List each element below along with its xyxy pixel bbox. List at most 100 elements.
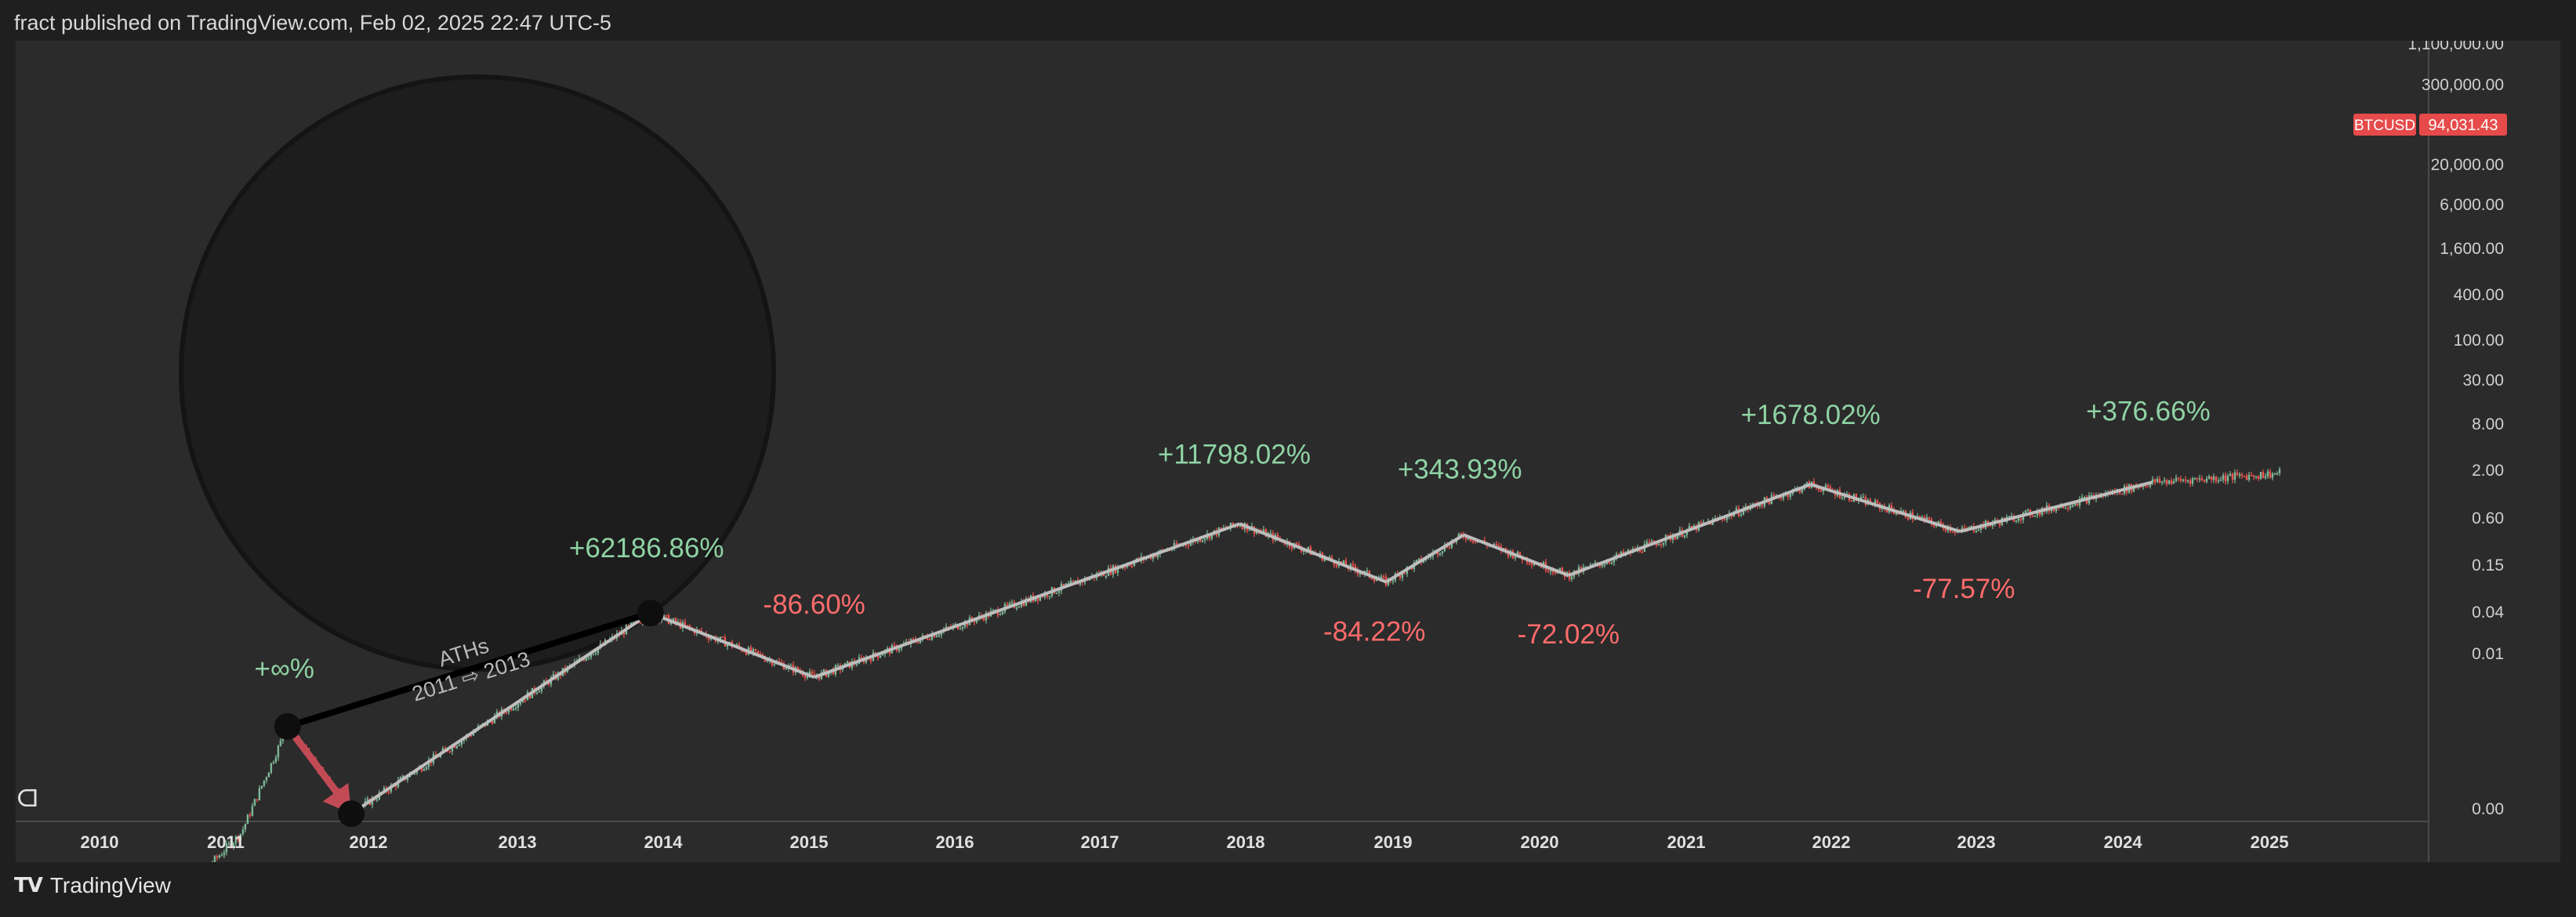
candle <box>2172 480 2175 484</box>
candle <box>2153 479 2157 483</box>
candle <box>2121 493 2124 495</box>
candle <box>2219 479 2222 481</box>
time-tick-label: 2011 <box>207 832 245 852</box>
candle <box>1269 532 1272 535</box>
candle <box>721 636 724 638</box>
candle <box>2073 503 2077 506</box>
candle <box>260 785 263 788</box>
candle <box>973 620 976 622</box>
time-tick-label: 2018 <box>1227 832 1265 852</box>
time-tick-label: 2017 <box>1081 832 1119 852</box>
tradingview-logo-icon[interactable]: TV <box>14 874 43 897</box>
candle <box>592 654 595 656</box>
candle <box>686 625 689 627</box>
candle <box>2208 476 2211 479</box>
footer: TV TradingView <box>14 873 171 898</box>
candle <box>2156 478 2159 483</box>
candle <box>1939 521 1943 525</box>
candle <box>265 777 268 781</box>
time-tick-label: 2025 <box>2251 832 2289 852</box>
candle <box>2191 478 2194 484</box>
candle <box>279 740 282 746</box>
candle <box>2015 520 2018 522</box>
candle <box>2031 516 2034 517</box>
candle <box>1655 542 1658 546</box>
time-tick-label: 2010 <box>81 832 119 852</box>
candle <box>1359 573 1362 575</box>
candle <box>1399 574 1402 578</box>
cycle-segment <box>350 611 651 815</box>
candle <box>1620 551 1623 556</box>
brand-name[interactable]: TradingView <box>49 873 171 897</box>
candle <box>448 751 452 753</box>
time-axis[interactable]: 2010 2011 2012 2013 2014 2015 2016 2017 2018 2019… <box>81 832 2289 852</box>
candle <box>2271 473 2274 478</box>
candle <box>1514 556 1517 559</box>
candle <box>961 627 964 629</box>
price-axis[interactable]: 1,100,000.00300,000.0080,000.0020,000.00… <box>2407 35 2504 818</box>
candle <box>2186 480 2190 482</box>
candle <box>258 788 261 800</box>
candle <box>225 843 228 853</box>
candle <box>2083 497 2086 498</box>
candle <box>1415 560 1418 563</box>
candle <box>2182 479 2185 481</box>
change-label: +∞% <box>255 654 315 684</box>
ruler-icon[interactable]: ⫏ <box>17 777 38 815</box>
candle <box>423 769 426 771</box>
highlight-circle <box>179 74 776 672</box>
candle <box>1123 567 1127 569</box>
candle <box>1262 529 1265 533</box>
candle <box>460 740 463 745</box>
candle <box>2238 474 2241 476</box>
candle <box>688 625 691 629</box>
candle <box>2149 482 2152 487</box>
candle <box>1328 556 1331 559</box>
candle <box>992 610 995 611</box>
time-tick-label: 2014 <box>644 832 684 852</box>
candle <box>1558 567 1562 571</box>
candle <box>239 834 242 840</box>
cycle-layer <box>285 480 2153 815</box>
candle <box>1001 611 1004 614</box>
candle <box>2158 478 2161 483</box>
symbol-label: BTCUSD <box>2354 118 2415 134</box>
candle <box>234 835 238 843</box>
change-label: -77.57% <box>1913 574 2015 604</box>
candle <box>1018 607 1021 608</box>
price-tick-label: 100.00 <box>2454 332 2504 350</box>
candle <box>632 622 635 624</box>
candle <box>267 772 270 777</box>
candle <box>2019 518 2023 520</box>
candle <box>2168 480 2171 484</box>
candle <box>1725 516 1729 520</box>
candle <box>1130 565 1134 567</box>
candle <box>582 659 586 661</box>
candle <box>1370 577 1373 579</box>
candle <box>841 667 844 670</box>
cycle-segment <box>1959 480 2153 534</box>
change-label: -72.02% <box>1518 619 1620 650</box>
change-label: +1678.02% <box>1741 400 1881 430</box>
candle <box>999 614 1002 616</box>
price-tick-label: 1,100,000.00 <box>2407 41 2504 53</box>
candle <box>1801 489 1804 493</box>
candle <box>1307 547 1310 551</box>
candle <box>1375 578 1378 582</box>
candle <box>1116 566 1119 573</box>
candle <box>1812 481 1816 486</box>
candle <box>594 653 597 655</box>
candle <box>232 843 235 848</box>
candle <box>1787 493 1790 497</box>
candle <box>2243 476 2246 477</box>
candle <box>227 843 230 845</box>
candle <box>420 767 423 771</box>
candle <box>1232 522 1235 526</box>
candle <box>1439 553 1442 555</box>
candle <box>1497 545 1500 547</box>
candle <box>1862 496 1865 498</box>
time-tick-label: 2022 <box>1812 832 1851 852</box>
candle <box>2163 480 2166 482</box>
